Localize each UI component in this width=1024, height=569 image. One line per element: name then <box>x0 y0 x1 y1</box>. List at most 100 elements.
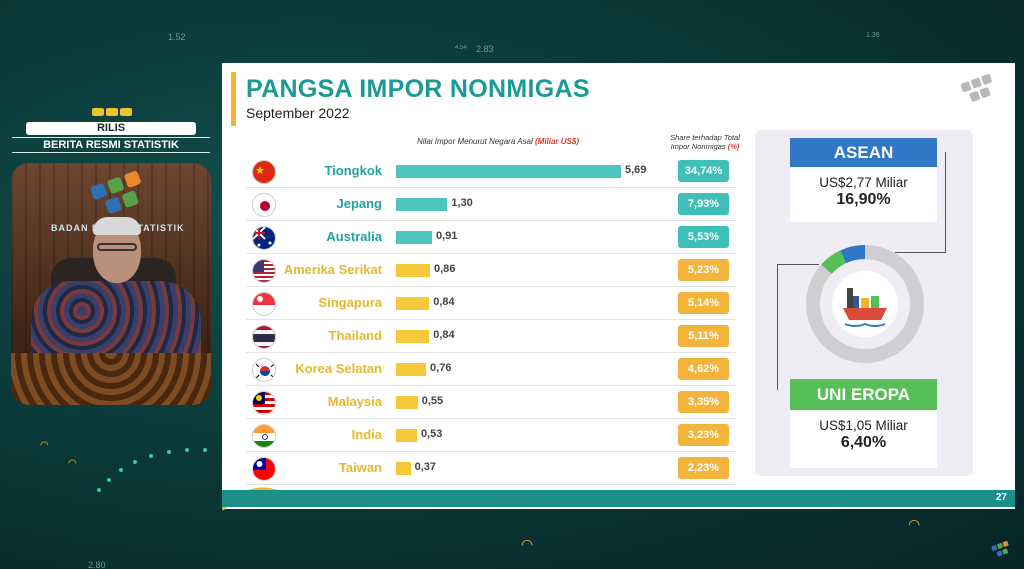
share-header-line2: Impor Nonmigas <box>670 142 726 151</box>
asean-amount: US$2,77 Miliar <box>819 175 908 190</box>
bps-logo-small <box>92 108 132 116</box>
asean-share: 16,90% <box>836 191 891 208</box>
country-label: Australia <box>326 229 382 244</box>
presenter-hair <box>93 217 141 235</box>
donut-asean-segment <box>806 245 924 363</box>
wifi-icon: ◠ <box>40 440 49 451</box>
region-donut-chart <box>806 245 924 363</box>
bar <box>396 462 411 475</box>
bps-logo <box>960 74 992 102</box>
asean-connector <box>945 152 946 252</box>
bar-value-label: 0,91 <box>435 230 458 242</box>
bps-logo-corner <box>991 540 1009 557</box>
table-row: Thailand 0,84 5,11% <box>246 320 736 353</box>
thailand-flag-icon <box>252 325 276 349</box>
eu-share: 6,40% <box>840 434 887 451</box>
bg-number: 4.54 <box>455 45 467 51</box>
value-column-header: Nilai Impor Menurut Negara Asal (Miliar … <box>417 137 579 146</box>
bar-value-label: 0,86 <box>434 263 456 275</box>
footer-bar <box>222 490 1015 507</box>
bar-value-label: 0,53 <box>420 428 443 440</box>
table-row: Malaysia 0,55 3,35% <box>246 386 736 419</box>
rilis-label: RILIS <box>26 122 196 135</box>
decorative-dots <box>97 448 207 492</box>
australia-flag-icon <box>252 226 276 250</box>
bar <box>396 231 432 244</box>
share-badge: 5,23% <box>678 259 729 281</box>
country-label: Taiwan <box>338 460 382 475</box>
country-label: Thailand <box>328 328 382 343</box>
share-badge: 2,23% <box>678 457 729 479</box>
rilis-banner: RILIS BERITA RESMI STATISTIK <box>12 122 210 153</box>
share-badge: 5,14% <box>678 292 729 314</box>
singapore-flag-icon <box>252 292 276 316</box>
berita-label: BERITA RESMI STATISTIK <box>12 137 210 153</box>
title-accent <box>231 72 236 126</box>
india-flag-icon <box>252 424 276 448</box>
wifi-icon: ◠ <box>908 516 921 532</box>
eu-label: UNI EROPA <box>790 379 937 410</box>
wifi-icon: ◠ <box>68 458 77 469</box>
page-number: 27 <box>995 492 1007 503</box>
asean-card: US$2,77 Miliar 16,90% <box>790 167 937 222</box>
share-badge: 4,62% <box>678 358 729 380</box>
table-row: India 0,53 3,23% <box>246 419 736 452</box>
asean-connector <box>895 252 946 253</box>
table-row: Singapura 0,84 5,14% <box>246 287 736 320</box>
bar <box>396 330 430 343</box>
country-label: Malaysia <box>327 394 382 409</box>
share-column-header: Share terhadap Total Impor Nonmigas (%) <box>662 133 748 151</box>
bar-value-label: 0,84 <box>433 329 455 341</box>
taiwan-flag-icon <box>252 457 276 481</box>
table-row: Tiongkok 5,69 34,74% <box>246 155 736 188</box>
bar <box>396 429 417 442</box>
region-panel: ASEAN US$2,77 Miliar 16,90% UNI EROPA US… <box>755 130 973 476</box>
usa-flag-icon <box>252 259 276 283</box>
slide-title: PANGSA IMPOR NONMIGAS <box>246 75 590 103</box>
value-header-unit: (Miliar US$) <box>534 137 579 146</box>
share-badge: 5,11% <box>678 325 729 347</box>
table-row: Korea Selatan 0,76 4,62% <box>246 353 736 386</box>
bar-value-label: 0,76 <box>430 362 452 374</box>
asean-label: ASEAN <box>790 138 937 167</box>
table-row: Jepang 1,30 7,93% <box>246 188 736 221</box>
table-row: Amerika Serikat 0,86 5,23% <box>246 254 736 287</box>
country-label: Tiongkok <box>324 163 382 178</box>
slide-subtitle: September 2022 <box>246 105 350 121</box>
eu-card: US$1,05 Miliar 6,40% <box>790 410 937 468</box>
south-korea-flag-icon <box>252 358 276 382</box>
wifi-icon: ◠ <box>521 536 534 552</box>
share-badge: 3,35% <box>678 391 729 413</box>
bar <box>396 363 427 376</box>
share-badge: 5,53% <box>678 226 729 248</box>
bar-value-label: 0,84 <box>433 296 455 308</box>
country-label: Singapura <box>318 295 382 310</box>
bar <box>396 198 448 211</box>
bar-value-label: 0,37 <box>414 461 437 473</box>
country-label: Korea Selatan <box>295 361 382 376</box>
presenter-video: BADAN PUSAT STATISTIK <box>11 163 211 405</box>
cargo-ship-icon <box>843 288 887 327</box>
bar-value-label: 5,69 <box>625 164 647 176</box>
country-label: India <box>351 427 382 442</box>
bar <box>396 264 430 277</box>
eu-amount: US$1,05 Miliar <box>819 418 908 433</box>
japan-flag-icon <box>252 193 276 217</box>
country-label: Jepang <box>336 196 382 211</box>
presenter-glasses <box>97 243 137 251</box>
bps-logo <box>90 171 141 214</box>
share-header-unit: (%) <box>727 142 740 151</box>
china-flag-icon <box>252 160 276 184</box>
share-badge: 34,74% <box>678 160 729 182</box>
eu-connector <box>777 264 778 390</box>
country-label: Amerika Serikat <box>283 262 382 277</box>
table-row: Australia 0,91 5,53% <box>246 221 736 254</box>
bar-value-label: 1,30 <box>451 197 473 209</box>
bar <box>396 297 430 310</box>
malaysia-flag-icon <box>252 391 276 415</box>
eu-connector <box>777 264 819 265</box>
share-badge: 7,93% <box>678 193 729 215</box>
table-row: Taiwan 0,37 2,23% <box>246 452 736 485</box>
bar <box>396 165 621 178</box>
carved-desk <box>11 353 211 405</box>
